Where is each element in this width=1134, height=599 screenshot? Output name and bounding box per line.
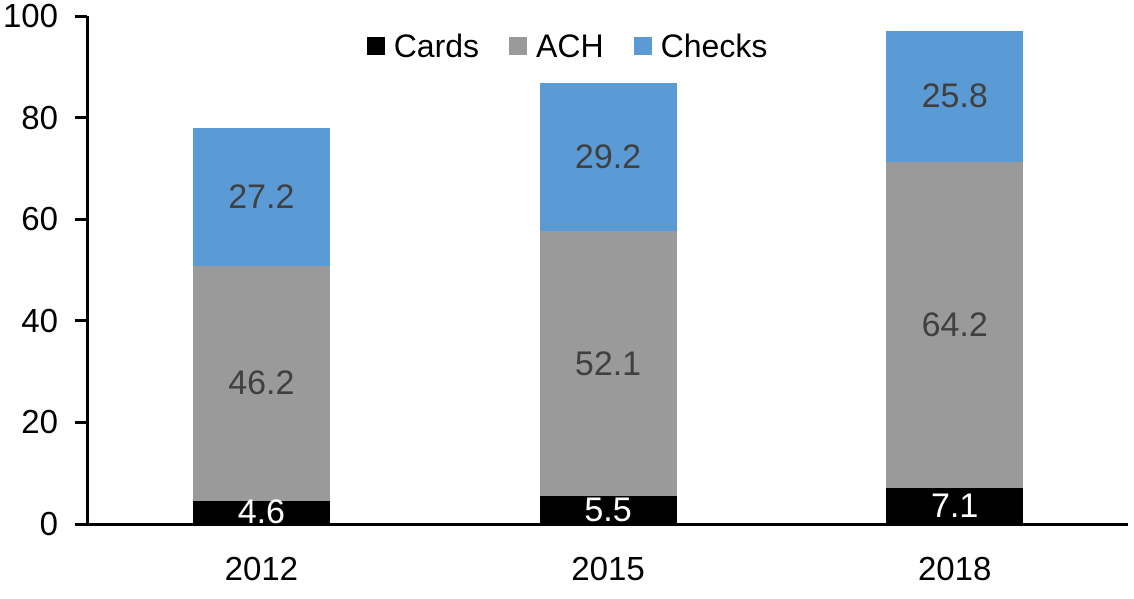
legend-swatch-checks-icon xyxy=(633,37,652,55)
legend-swatch-ach-icon xyxy=(509,37,528,55)
y-tick-label-60: 60 xyxy=(21,200,58,238)
y-axis-line xyxy=(86,16,89,526)
y-tick-mark-40 xyxy=(75,319,87,323)
bar-segment-ach-2012 xyxy=(192,265,330,501)
legend-label-cards: Cards xyxy=(393,28,480,64)
bar-segment-ach-2018 xyxy=(886,161,1024,488)
y-tick-label-20: 20 xyxy=(21,403,58,441)
bar-segment-ach-2015 xyxy=(539,231,677,497)
value-label-cards-2018: 7.1 xyxy=(931,486,979,525)
bar-segment-checks-2015 xyxy=(539,83,677,232)
y-tick-label-40: 40 xyxy=(21,301,58,339)
x-tick-label-2015: 2015 xyxy=(571,550,645,587)
bar-segment-cards-2012 xyxy=(192,500,330,524)
legend-swatch-cards-icon xyxy=(366,37,385,55)
value-label-checks-2018: 25.8 xyxy=(921,77,988,116)
chart-legend: Cards ACH Checks xyxy=(0,28,1134,64)
value-label-checks-2012: 27.2 xyxy=(228,177,295,216)
value-label-ach-2018: 64.2 xyxy=(921,305,988,344)
bar-segment-checks-2012 xyxy=(192,127,330,266)
value-label-ach-2015: 52.1 xyxy=(574,344,642,383)
x-axis-line xyxy=(75,523,1128,526)
legend-item-cards: Cards xyxy=(366,28,480,64)
y-tick-mark-0 xyxy=(75,522,87,526)
legend-label-checks: Checks xyxy=(660,28,768,64)
legend-item-checks: Checks xyxy=(633,28,768,64)
x-tick-label-2012: 2012 xyxy=(224,550,299,587)
y-tick-mark-60 xyxy=(75,217,87,221)
value-label-ach-2012: 46.2 xyxy=(228,364,295,403)
y-tick-mark-80 xyxy=(75,116,87,120)
y-tick-mark-100 xyxy=(75,14,87,18)
y-tick-label-0: 0 xyxy=(39,505,58,542)
legend-item-ach: ACH xyxy=(509,28,604,64)
y-tick-mark-20 xyxy=(75,420,87,424)
y-tick-label-80: 80 xyxy=(21,98,58,136)
y-tick-label-100: 100 xyxy=(2,0,58,34)
bar-segment-cards-2018 xyxy=(886,487,1024,524)
bar-segment-checks-2018 xyxy=(886,30,1024,162)
x-tick-label-2018: 2018 xyxy=(917,550,992,587)
value-label-checks-2015: 29.2 xyxy=(574,138,642,177)
bar-segment-cards-2015 xyxy=(539,496,677,524)
legend-label-ach: ACH xyxy=(536,28,604,64)
value-label-cards-2015: 5.5 xyxy=(584,491,632,530)
value-label-cards-2012: 4.6 xyxy=(237,493,285,532)
